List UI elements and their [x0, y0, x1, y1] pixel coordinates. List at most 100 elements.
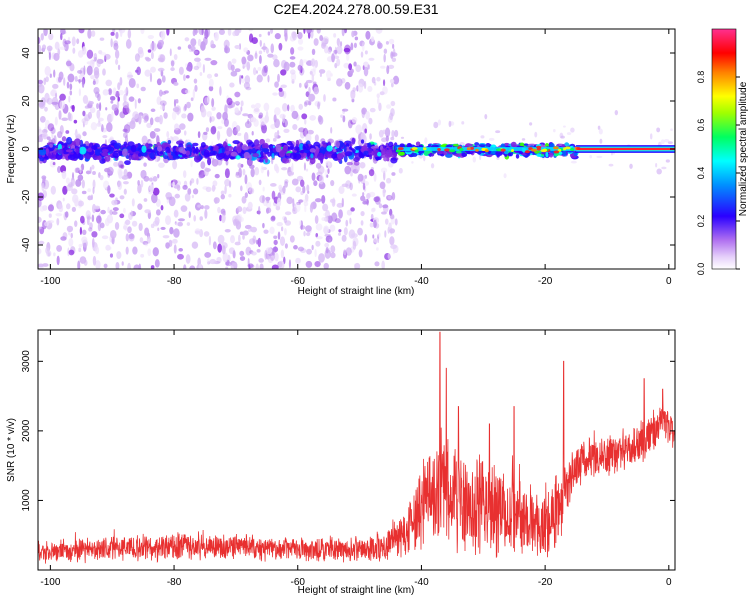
noise-speckle [323, 225, 330, 235]
hot-spot [495, 148, 502, 152]
noise-speckle [65, 60, 72, 67]
noise-speckle [86, 61, 92, 65]
hot-spot [466, 147, 471, 151]
noise-speckle [376, 76, 381, 82]
noise-speckle [309, 114, 316, 121]
noise-speckle [318, 174, 324, 185]
noise-speckle [59, 93, 66, 101]
noise-speckle [267, 169, 270, 177]
x-tick-label: -80 [167, 276, 182, 287]
noise-speckle [235, 172, 242, 179]
y-tick-label: 40 [21, 47, 32, 59]
noise-speckle [204, 251, 212, 258]
noise-speckle [314, 59, 319, 68]
noise-speckle [373, 237, 380, 243]
noise-speckle [384, 127, 391, 138]
noise-speckle [302, 185, 306, 194]
noise-speckle [186, 101, 191, 109]
noise-speckle [109, 246, 112, 250]
noise-speckle [384, 218, 389, 225]
noise-speckle [205, 186, 212, 193]
noise-speckle [43, 29, 48, 37]
noise-speckle [54, 116, 58, 126]
noise-speckle [305, 232, 311, 237]
noise-speckle [81, 46, 87, 55]
noise-speckle [311, 244, 314, 251]
noise-speckle [257, 66, 262, 71]
noise-speckle [305, 168, 309, 172]
noise-speckle [368, 169, 375, 177]
noise-speckle [166, 29, 170, 36]
band-blob [225, 145, 234, 151]
band-blob [123, 141, 128, 147]
noise-speckle [345, 219, 349, 227]
y-tick-label: 20 [21, 95, 32, 107]
noise-speckle [296, 201, 301, 206]
noise-speckle [203, 131, 208, 136]
noise-speckle [210, 125, 217, 135]
noise-speckle [91, 30, 96, 37]
noise-speckle [191, 241, 199, 249]
noise-speckle [235, 220, 242, 230]
band-blob [495, 151, 503, 157]
noise-speckle [242, 234, 245, 240]
noise-speckle [166, 197, 169, 204]
noise-speckle [91, 164, 95, 170]
noise-speckle [66, 81, 70, 89]
noise-speckle [142, 240, 149, 245]
band-blob [303, 151, 307, 159]
noise-speckle [324, 249, 331, 259]
noise-speckle [267, 31, 271, 36]
band-blob [261, 142, 269, 150]
noise-speckle [170, 60, 175, 67]
noise-speckle [50, 185, 56, 195]
noise-speckle [140, 86, 146, 92]
noise-speckle [92, 186, 95, 195]
noise-speckle [116, 251, 122, 260]
noise-speckle [661, 166, 667, 170]
noise-speckle [82, 95, 89, 104]
hot-spot [458, 148, 464, 152]
noise-speckle [46, 97, 53, 105]
noise-speckle [521, 138, 526, 141]
noise-speckle [364, 234, 368, 243]
band-blob [351, 137, 356, 145]
noise-speckle [309, 71, 313, 75]
noise-speckle [184, 37, 190, 42]
noise-speckle [139, 237, 144, 243]
noise-speckle [318, 253, 325, 263]
noise-speckle [79, 166, 82, 174]
noise-speckle [81, 236, 88, 243]
noise-speckle [124, 219, 131, 226]
noise-speckle [234, 44, 241, 49]
noise-speckle [183, 264, 187, 269]
noise-speckle [370, 207, 376, 213]
noise-speckle [358, 249, 363, 258]
band-blob [335, 140, 340, 149]
noise-speckle [306, 184, 310, 192]
noise-speckle [220, 190, 225, 196]
noise-speckle [360, 195, 366, 202]
band-blob [66, 136, 73, 145]
noise-speckle [236, 206, 243, 213]
noise-speckle [566, 132, 572, 135]
noise-speckle [100, 209, 106, 215]
noise-speckle [123, 188, 127, 195]
noise-speckle [244, 224, 252, 230]
noise-speckle [149, 42, 157, 52]
noise-speckle [321, 194, 326, 204]
noise-speckle [90, 121, 98, 131]
noise-speckle [290, 47, 295, 55]
noise-speckle [386, 65, 390, 75]
noise-speckle [97, 117, 104, 122]
noise-speckle [71, 206, 76, 212]
noise-speckle [51, 101, 59, 105]
noise-speckle [273, 114, 277, 123]
band-blob [515, 153, 520, 159]
noise-speckle [529, 122, 533, 126]
noise-speckle [98, 102, 102, 112]
band-blob [85, 153, 91, 160]
band-blob [410, 152, 418, 157]
noise-speckle [211, 184, 216, 192]
noise-speckle [394, 218, 398, 226]
